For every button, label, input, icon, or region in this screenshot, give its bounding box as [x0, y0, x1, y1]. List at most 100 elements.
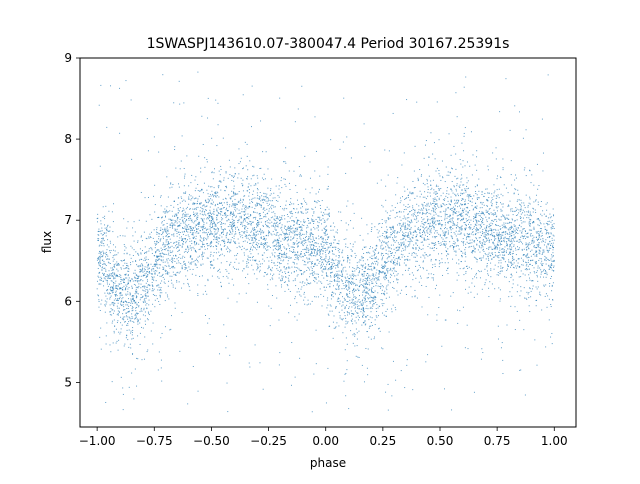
data-point — [234, 173, 236, 175]
data-point — [314, 262, 316, 264]
data-point — [301, 212, 303, 214]
data-point — [533, 208, 535, 210]
data-point — [216, 215, 218, 217]
data-point — [399, 292, 401, 294]
data-point — [548, 233, 550, 235]
data-point — [279, 248, 281, 250]
data-point — [408, 235, 410, 237]
data-point — [231, 190, 233, 192]
data-point — [375, 308, 377, 310]
data-point — [252, 197, 254, 199]
data-point — [284, 271, 286, 273]
data-point — [450, 295, 452, 297]
data-point — [376, 182, 378, 184]
data-point — [257, 222, 259, 224]
data-point — [392, 228, 394, 230]
data-point — [451, 208, 453, 210]
data-point — [418, 205, 420, 207]
data-point — [329, 286, 331, 288]
data-point — [184, 192, 186, 194]
data-point — [436, 314, 438, 316]
data-point — [103, 252, 105, 254]
data-point — [379, 240, 381, 242]
data-point — [456, 239, 458, 241]
data-point — [320, 236, 322, 238]
data-point — [475, 202, 477, 204]
data-point — [293, 170, 295, 172]
data-point — [353, 273, 355, 275]
data-point — [263, 243, 265, 245]
data-point — [185, 208, 187, 210]
data-point — [403, 215, 405, 217]
data-point — [510, 227, 512, 229]
data-point — [316, 273, 318, 275]
data-point — [229, 249, 231, 251]
data-point — [515, 207, 517, 209]
data-point — [131, 298, 133, 300]
data-point — [275, 224, 277, 226]
data-point — [292, 213, 294, 215]
data-point — [226, 270, 228, 272]
data-point — [547, 244, 549, 246]
data-point — [444, 235, 446, 237]
data-point — [466, 237, 468, 239]
data-point — [347, 256, 349, 258]
data-point — [347, 312, 349, 314]
data-point — [520, 286, 522, 288]
data-point — [189, 289, 191, 291]
data-point — [152, 278, 154, 280]
data-point — [341, 251, 343, 253]
data-point — [546, 272, 548, 274]
data-point — [265, 238, 267, 240]
data-point — [467, 180, 469, 182]
data-point — [181, 239, 182, 241]
data-point — [404, 222, 406, 224]
data-point — [386, 308, 388, 310]
data-point — [498, 274, 500, 276]
data-point — [361, 269, 363, 271]
data-point — [113, 332, 115, 334]
data-point — [194, 263, 196, 265]
data-point — [169, 218, 171, 220]
data-point — [454, 242, 456, 244]
data-point — [211, 171, 213, 173]
data-point — [250, 237, 252, 239]
data-point — [120, 376, 122, 378]
data-point — [429, 254, 431, 256]
data-point — [106, 244, 108, 246]
data-point — [396, 290, 398, 292]
data-point — [255, 216, 257, 218]
data-point — [526, 246, 528, 248]
data-point — [287, 277, 289, 279]
data-point — [471, 250, 473, 252]
data-point — [255, 247, 257, 249]
data-point — [363, 271, 365, 273]
data-point — [169, 247, 171, 249]
data-point — [157, 217, 159, 219]
data-point — [448, 133, 450, 135]
data-point — [465, 210, 467, 212]
data-point — [531, 280, 533, 282]
data-point — [127, 298, 129, 300]
data-point — [440, 206, 442, 208]
data-point — [386, 231, 388, 233]
data-point — [548, 223, 550, 225]
data-point — [546, 306, 548, 308]
data-point — [272, 254, 274, 256]
data-point — [307, 258, 309, 260]
data-point — [294, 234, 296, 236]
data-point — [552, 252, 554, 254]
data-point — [354, 303, 356, 305]
data-point — [405, 264, 407, 266]
data-point — [116, 254, 118, 256]
data-point — [345, 320, 347, 322]
data-point — [395, 247, 397, 249]
data-point — [338, 286, 340, 288]
data-point — [146, 251, 148, 253]
data-point — [306, 227, 308, 229]
data-point — [429, 219, 431, 221]
data-point — [496, 224, 498, 226]
data-point — [479, 215, 481, 217]
data-point — [381, 272, 383, 274]
data-point — [381, 293, 383, 295]
